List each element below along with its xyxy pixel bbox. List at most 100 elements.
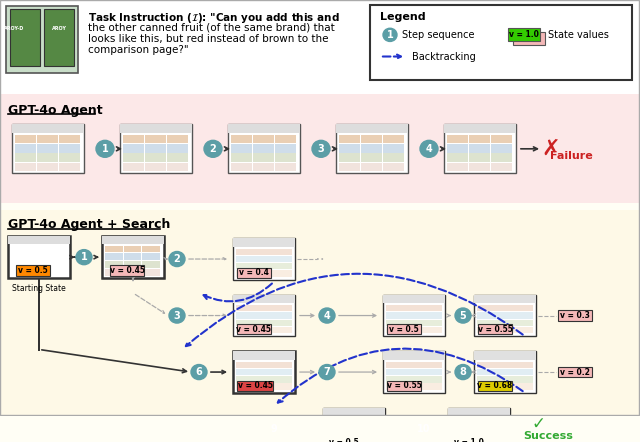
Text: v = 0.45: v = 0.45: [109, 266, 145, 275]
Bar: [383, 295, 445, 336]
Circle shape: [76, 250, 92, 265]
Bar: [386, 376, 442, 382]
Bar: [236, 271, 292, 277]
Bar: [491, 144, 512, 152]
Text: v = 0.68: v = 0.68: [477, 381, 513, 390]
Bar: [228, 124, 300, 173]
Text: AROY: AROY: [51, 26, 67, 31]
Bar: [326, 440, 382, 442]
Bar: [451, 440, 507, 442]
Bar: [145, 144, 166, 152]
Bar: [0, 0, 640, 94]
Bar: [383, 351, 445, 360]
Bar: [448, 408, 510, 442]
Bar: [102, 236, 164, 244]
Text: looks like this, but red instead of brown to the: looks like this, but red instead of brow…: [88, 34, 328, 44]
Bar: [451, 418, 507, 424]
Bar: [383, 163, 404, 171]
Text: 3: 3: [317, 144, 324, 154]
Bar: [59, 153, 80, 162]
Text: AROY-D: AROY-D: [4, 26, 24, 31]
Text: Backtracking: Backtracking: [412, 52, 476, 61]
Bar: [336, 124, 408, 133]
Bar: [386, 369, 442, 375]
Bar: [105, 269, 123, 276]
Bar: [478, 324, 512, 335]
Bar: [236, 369, 292, 375]
Circle shape: [96, 141, 114, 157]
Bar: [59, 163, 80, 171]
Bar: [513, 32, 545, 45]
Bar: [8, 236, 70, 244]
Bar: [323, 408, 385, 442]
Bar: [231, 163, 252, 171]
Bar: [474, 295, 536, 336]
Bar: [15, 135, 36, 143]
Bar: [236, 256, 292, 262]
Bar: [383, 295, 445, 303]
Bar: [110, 265, 144, 276]
Bar: [37, 163, 58, 171]
Bar: [233, 351, 295, 360]
Bar: [383, 153, 404, 162]
Bar: [386, 384, 442, 390]
Bar: [386, 312, 442, 319]
Bar: [105, 261, 123, 268]
Bar: [339, 163, 360, 171]
Bar: [326, 418, 382, 424]
Bar: [124, 261, 141, 268]
Text: Starting State: Starting State: [12, 283, 66, 293]
Circle shape: [319, 365, 335, 380]
Text: ✗: ✗: [541, 139, 560, 159]
Bar: [145, 163, 166, 171]
Bar: [339, 153, 360, 162]
Bar: [37, 144, 58, 152]
Text: v = 0.5: v = 0.5: [18, 266, 48, 275]
Bar: [228, 124, 300, 133]
Text: 8: 8: [460, 367, 467, 377]
Bar: [10, 9, 40, 66]
Circle shape: [191, 365, 207, 380]
Bar: [477, 369, 533, 375]
Text: State values: State values: [548, 30, 609, 40]
Bar: [102, 236, 164, 278]
Bar: [145, 135, 166, 143]
Bar: [37, 135, 58, 143]
Text: 10: 10: [417, 423, 431, 434]
Bar: [167, 163, 188, 171]
Text: Success: Success: [523, 431, 573, 441]
Text: comparison page?": comparison page?": [88, 45, 189, 55]
Circle shape: [266, 421, 282, 436]
Bar: [477, 320, 533, 326]
Bar: [275, 135, 296, 143]
Bar: [142, 261, 160, 268]
Bar: [275, 153, 296, 162]
Bar: [236, 305, 292, 312]
Bar: [491, 135, 512, 143]
Bar: [167, 144, 188, 152]
Bar: [167, 153, 188, 162]
Bar: [452, 437, 486, 442]
Bar: [142, 269, 160, 276]
Text: 9: 9: [271, 423, 277, 434]
Bar: [120, 124, 192, 173]
Bar: [237, 381, 273, 391]
Bar: [237, 324, 271, 335]
Bar: [231, 144, 252, 152]
Bar: [386, 320, 442, 326]
Bar: [508, 28, 540, 41]
Bar: [386, 305, 442, 312]
Bar: [233, 238, 295, 280]
Text: v = 0.3: v = 0.3: [560, 311, 590, 320]
Bar: [15, 153, 36, 162]
Bar: [477, 362, 533, 368]
Text: 7: 7: [324, 367, 330, 377]
Text: Task Instruction ($\mathcal{I}$): "Can you add this and: Task Instruction ($\mathcal{I}$): "Can y…: [88, 11, 340, 25]
Bar: [361, 153, 382, 162]
Text: 1: 1: [387, 30, 394, 40]
Bar: [16, 265, 50, 276]
Circle shape: [383, 28, 397, 42]
Bar: [233, 295, 295, 303]
Bar: [323, 408, 385, 416]
Bar: [231, 153, 252, 162]
